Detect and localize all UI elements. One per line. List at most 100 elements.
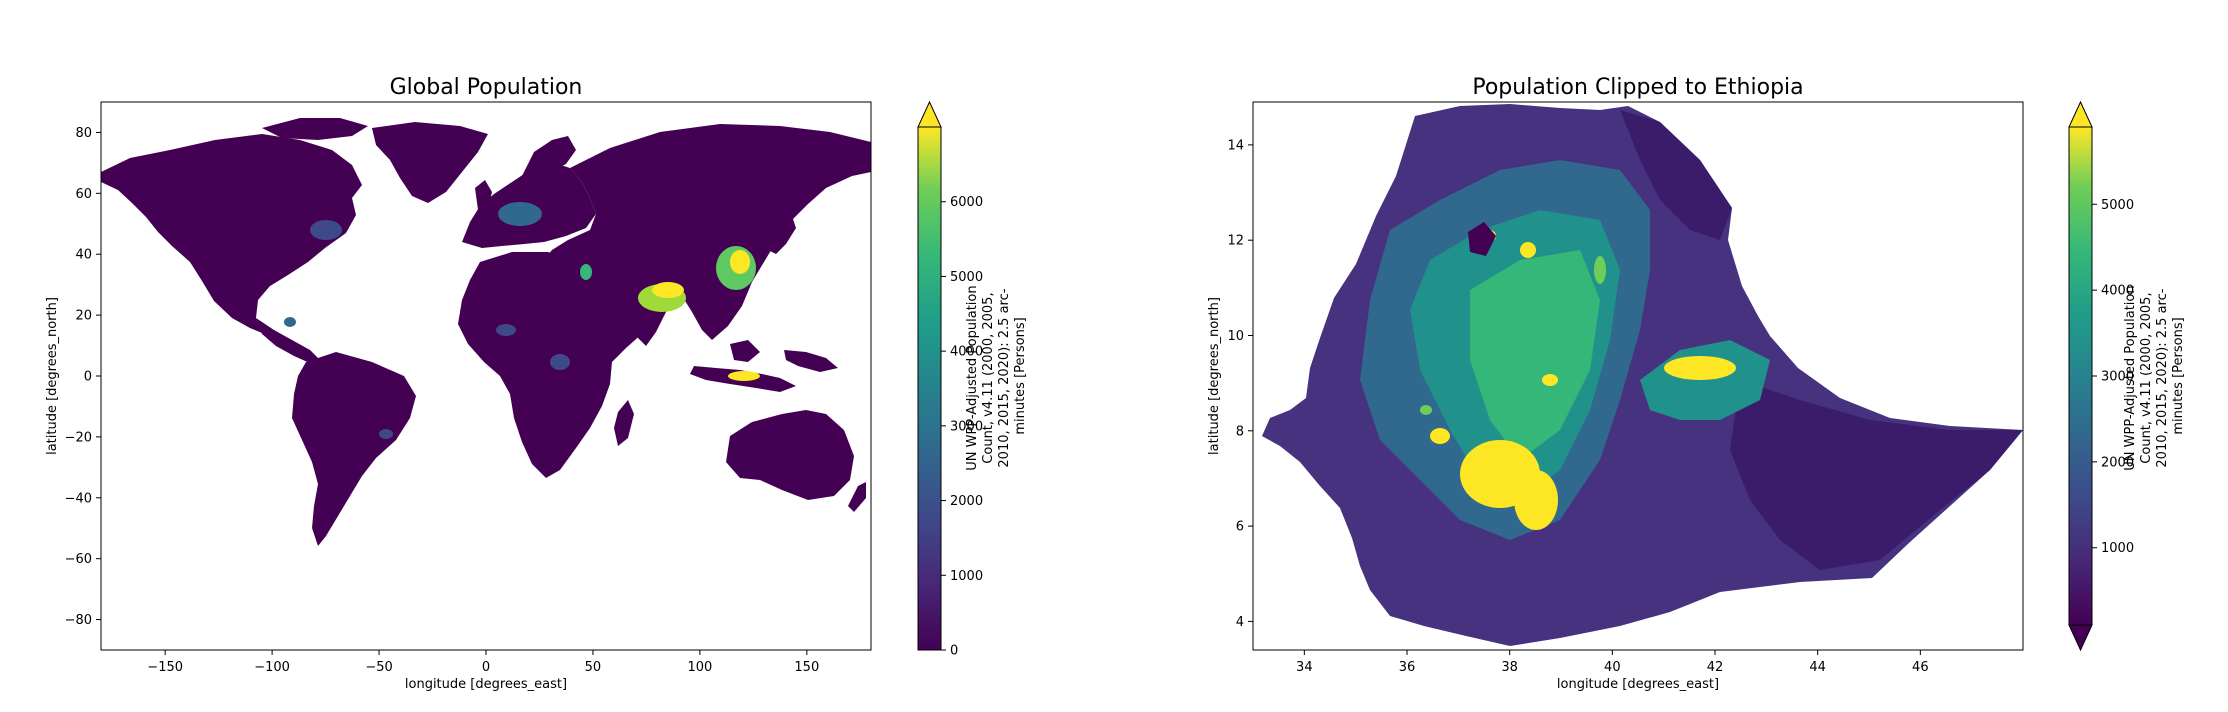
x-tick-label: 100 [687, 660, 712, 675]
y-tick-label: 20 [75, 309, 92, 324]
x-tick-label: 36 [1399, 660, 1416, 675]
axes-frame [1252, 101, 2024, 651]
hotspot-west [1430, 428, 1450, 444]
x-tick-label: −50 [365, 660, 392, 675]
continent-new-zealand [848, 482, 866, 512]
lake-tana [1468, 222, 1496, 256]
y-tick-label: 4 [1236, 615, 1244, 630]
x-tick-label: 44 [1809, 660, 1826, 675]
colorbar: 1000 2000 3000 4000 5000 UN WPP-Adjusted Pop… [2068, 100, 2186, 652]
x-tick-label: 38 [1501, 660, 1518, 675]
x-ticks: −150 −100 −50 0 50 100 150 [147, 650, 819, 675]
x-tick-label: −150 [147, 660, 183, 675]
colorbar-tick-label: 1000 [2101, 541, 2134, 556]
x-tick-label: 42 [1707, 660, 1724, 675]
x-tick-label: 40 [1604, 660, 1621, 675]
ethiopia-map [1262, 104, 2023, 646]
colorbar-label-line-4: minutes [Persons] [1013, 317, 1028, 434]
colorbar-label-line-1: UN WPP-Adjusted Population [2123, 285, 2138, 470]
x-tick-label: 50 [585, 660, 602, 675]
continent-greenland [372, 122, 488, 203]
colorbar-label: UN WPP-Adjusted Population Count, v4.11 … [965, 281, 1028, 471]
hotspot-mexico [284, 317, 296, 327]
colorbar-tick-label: 5000 [950, 270, 983, 285]
y-tick-label: 12 [1227, 234, 1244, 249]
continent-north-america [101, 134, 362, 333]
continent-japan [768, 216, 796, 254]
colorbar-label-line-2: Count, v4.11 (2000, 2005, [981, 292, 996, 463]
colorbar-tick-label: 5000 [2101, 198, 2134, 213]
hotspot-dessie [1594, 256, 1606, 284]
colorbar-label-line-1: UN WPP-Adjusted Population [965, 285, 980, 470]
hotspot-java [728, 371, 760, 381]
y-tick-label: 60 [75, 187, 92, 202]
colorbar-tick-label: 2000 [2101, 455, 2134, 470]
colorbar-ticks: 0 1000 2000 3000 4000 5000 6000 [941, 195, 983, 659]
y-tick-label: 10 [1227, 329, 1244, 344]
region-east-highlands [1640, 340, 1770, 420]
x-tick-label: 0 [482, 660, 490, 675]
hotspot-ganges [652, 282, 684, 298]
colorbar-gradient [2068, 126, 2093, 626]
colorbar-label-line-3: 2010, 2015, 2020): 2.5 arc- [997, 288, 1012, 467]
global-map [101, 118, 871, 546]
y-tick-label: −60 [65, 552, 92, 567]
colorbar-tick-label: 2000 [950, 494, 983, 509]
y-axis-label: latitude [degrees_north] [1207, 297, 1222, 455]
region-north-east [1620, 110, 1732, 240]
continent-southeast-islands [690, 340, 838, 392]
hotspot-sidama [1514, 470, 1558, 530]
continent-scandinavia [522, 136, 576, 182]
hotspot-north [1520, 242, 1536, 258]
hotspot-jimma [1420, 405, 1432, 415]
region-central-green [1470, 250, 1600, 460]
x-ticks: 34 36 38 40 42 44 46 [1296, 650, 1929, 675]
y-tick-label: 0 [84, 370, 92, 385]
hotspot-us-east [310, 220, 342, 240]
x-tick-label: 46 [1912, 660, 1929, 675]
hotspot-europe [498, 202, 542, 226]
population-hotspots [284, 202, 760, 439]
continent-central-america [256, 318, 320, 364]
ethiopia-hotspots [1420, 230, 1736, 530]
y-tick-label: 40 [75, 248, 92, 263]
y-tick-label: −20 [65, 430, 92, 445]
y-tick-label: 8 [1236, 424, 1244, 439]
hotspot-west-africa [496, 324, 516, 336]
panel-ethiopia: Population Clipped to Ethiopia [1207, 75, 2186, 692]
hotspot-east-africa [550, 354, 570, 370]
continent-britain [475, 180, 492, 210]
y-tick-label: 14 [1227, 138, 1244, 153]
y-axis-label: latitude [degrees_north] [45, 297, 60, 455]
hotspot-brazil [379, 429, 393, 439]
colorbar-extend-max [917, 100, 942, 128]
chart-title: Global Population [390, 75, 583, 100]
colorbar-extend-min [2068, 624, 2093, 652]
colorbar-label-line-3: 2010, 2015, 2020): 2.5 arc- [2155, 288, 2170, 467]
y-tick-label: 6 [1236, 520, 1244, 535]
continent-south-america [292, 352, 416, 546]
colorbar-ticks: 1000 2000 3000 4000 5000 [2092, 198, 2134, 556]
continent-arctic-islands [262, 118, 368, 140]
hotspot-harar [1664, 356, 1736, 380]
y-tick-label: −40 [65, 491, 92, 506]
hotspot-nile [580, 264, 592, 280]
hotspot-china-core [730, 250, 750, 274]
x-axis-label: longitude [degrees_east] [405, 677, 567, 692]
colorbar-extend-max [2068, 100, 2093, 128]
continent-australia [726, 410, 854, 500]
y-ticks: 4 6 8 10 12 14 [1227, 138, 1253, 630]
colorbar-tick-label: 3000 [2101, 370, 2134, 385]
colorbar-tick-label: 1000 [950, 569, 983, 584]
hotspot-addis [1542, 374, 1558, 386]
y-tick-label: 80 [75, 126, 92, 141]
colorbar-label: UN WPP-Adjusted Population Count, v4.11 … [2123, 281, 2186, 471]
x-tick-label: 150 [794, 660, 819, 675]
continent-madagascar [614, 400, 634, 446]
chart-title: Population Clipped to Ethiopia [1472, 75, 1803, 100]
y-ticks: −80 −60 −40 −20 0 20 40 60 80 [65, 126, 101, 628]
colorbar-label-line-2: Count, v4.11 (2000, 2005, [2139, 292, 2154, 463]
colorbar-gradient [917, 126, 942, 651]
x-tick-label: 34 [1296, 660, 1313, 675]
